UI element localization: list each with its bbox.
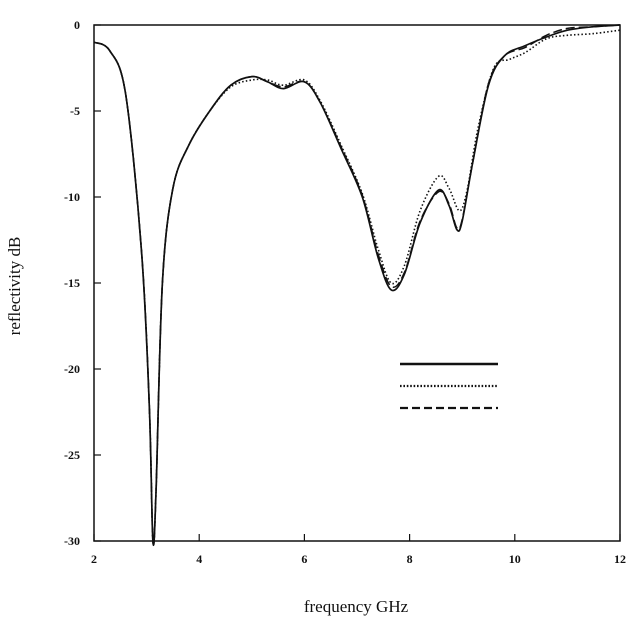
series-line-solid: [93, 24, 621, 547]
x-tick-label: 6: [301, 552, 307, 566]
y-tick-label: -5: [70, 104, 80, 118]
legend: [400, 362, 498, 410]
axis-ticks: 2 4 6 8 10 12 0 -5 -10 -15 -20 -25 -30: [64, 18, 626, 566]
y-axis-label: reflectivity dB: [5, 237, 24, 336]
y-tick-label: -25: [64, 448, 80, 462]
x-tick-label: 2: [91, 552, 97, 566]
x-axis-label: frequency GHz: [304, 597, 409, 616]
plot-area: [93, 24, 621, 542]
series-layer: [93, 24, 621, 547]
x-tick-label: 10: [509, 552, 521, 566]
x-tick-label: 12: [614, 552, 626, 566]
y-tick-label: -30: [64, 534, 80, 548]
x-tick-label: 4: [196, 552, 202, 566]
y-tick-label: -15: [64, 276, 80, 290]
series-line-dashed: [93, 24, 621, 546]
series-line-dotted: [93, 29, 621, 547]
y-tick-label: -10: [64, 190, 80, 204]
y-tick-label: 0: [74, 18, 80, 32]
plot-frame: [93, 24, 621, 542]
y-tick-label: -20: [64, 362, 80, 376]
x-tick-label: 8: [407, 552, 413, 566]
